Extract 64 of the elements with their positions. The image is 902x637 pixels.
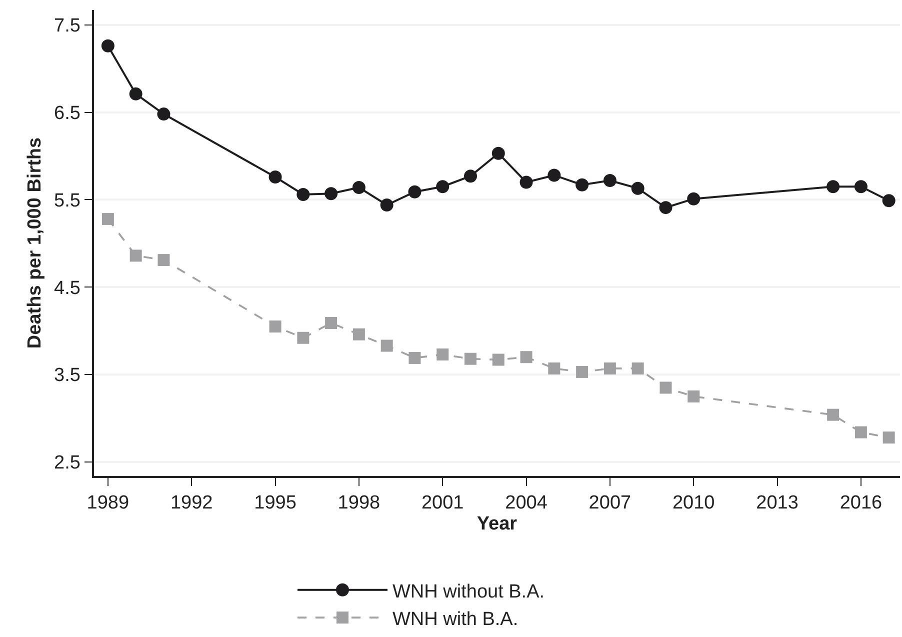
point [352, 180, 366, 194]
point [268, 170, 282, 184]
x-axis-title: Year [476, 514, 518, 535]
point [101, 39, 114, 52]
point [408, 352, 421, 364]
point [631, 182, 644, 195]
point [158, 254, 170, 266]
point [408, 185, 422, 198]
x-tick-label: 1998 [338, 492, 380, 514]
point [826, 180, 840, 194]
x-tick-label: 2007 [588, 492, 632, 514]
point [324, 187, 338, 200]
point [102, 212, 114, 225]
point [492, 146, 505, 160]
x-tick-label: 2013 [756, 492, 798, 514]
legend-label: WNH without B.A. [392, 581, 545, 602]
point [827, 408, 840, 421]
point [352, 328, 365, 340]
point [130, 250, 142, 262]
y-tick-label: 3.5 [54, 365, 80, 386]
point [520, 351, 532, 364]
point [157, 108, 170, 121]
x-tick-label: 2016 [840, 492, 882, 514]
x-tick-label: 2010 [672, 492, 715, 514]
y-tick-label: 4.5 [54, 278, 80, 299]
point [129, 87, 142, 100]
point [576, 178, 589, 192]
point [436, 180, 450, 194]
point [325, 317, 338, 329]
y-axis-title: Deaths per 1,000 Births [24, 137, 46, 349]
point [296, 188, 310, 201]
x-tick-label: 2001 [421, 492, 464, 514]
point [492, 354, 504, 366]
point [548, 168, 561, 182]
point [882, 432, 895, 444]
point [604, 362, 616, 374]
point [548, 362, 560, 374]
point [882, 194, 896, 208]
point [269, 320, 282, 332]
y-tick-label: 2.5 [54, 452, 80, 474]
point [632, 362, 644, 374]
point [436, 348, 449, 360]
point [659, 201, 672, 214]
point [520, 176, 533, 189]
point [854, 180, 868, 194]
y-tick-label: 5.5 [54, 190, 80, 212]
point [688, 390, 700, 402]
x-tick-label: 1995 [254, 492, 296, 514]
legend-label: WNH with B.A. [392, 608, 518, 630]
y-tick-label: 7.5 [54, 16, 80, 37]
point [603, 174, 616, 187]
point [380, 198, 394, 212]
point [687, 192, 700, 206]
point [380, 340, 393, 352]
y-tick-label: 6.5 [54, 102, 80, 124]
point [464, 352, 477, 365]
x-tick-label: 2004 [505, 492, 548, 514]
point [297, 332, 310, 344]
point [854, 426, 867, 438]
point [464, 170, 478, 183]
x-tick-label: 1989 [86, 492, 130, 514]
point [660, 382, 672, 394]
x-tick-label: 1992 [170, 492, 213, 514]
point [576, 366, 588, 378]
